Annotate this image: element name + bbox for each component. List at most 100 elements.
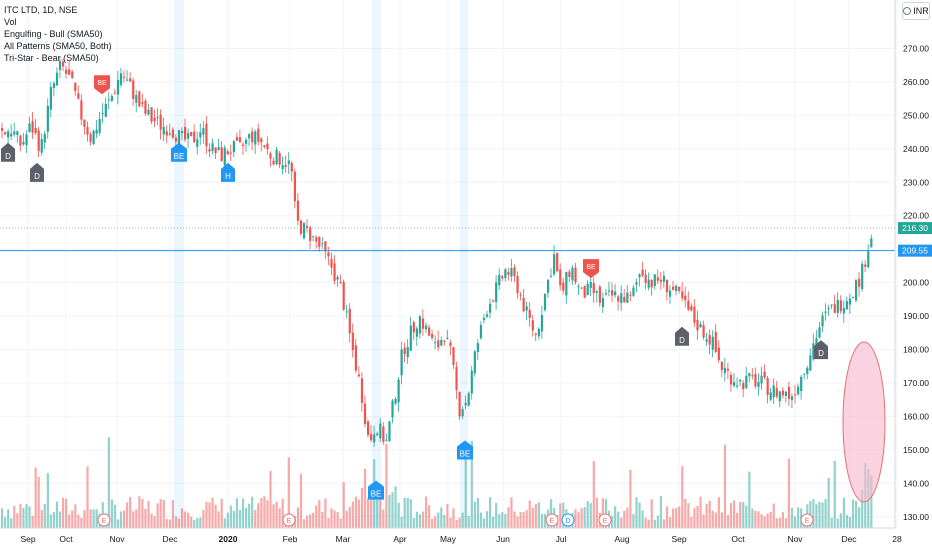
volume-bar <box>623 510 626 528</box>
candle <box>202 128 205 135</box>
candle <box>693 306 696 323</box>
candle <box>260 138 263 143</box>
circle-icon <box>903 7 912 15</box>
candle <box>617 296 620 302</box>
candle <box>342 281 345 310</box>
x-tick-label: Jul <box>556 534 567 544</box>
candle <box>821 315 824 327</box>
volume-bar <box>778 517 781 528</box>
currency-button[interactable]: INR <box>902 2 930 20</box>
candle <box>71 71 74 78</box>
volume-bar <box>617 511 620 528</box>
candle <box>589 281 592 289</box>
candle <box>519 294 522 296</box>
candle <box>80 100 83 120</box>
price-label-text: 209.55 <box>902 246 928 256</box>
volume-bar <box>257 503 260 528</box>
y-tick-label: 270.00 <box>903 43 929 53</box>
candle <box>330 258 333 268</box>
candle <box>403 347 406 355</box>
legend-engulfing[interactable]: Engulfing - Bull (SMA50) <box>4 29 103 39</box>
volume-bar <box>629 470 632 528</box>
pattern-marker: D <box>675 326 689 346</box>
candle <box>302 223 306 239</box>
candle <box>278 152 281 165</box>
volume-bar <box>318 500 321 528</box>
candle <box>98 119 101 133</box>
candle <box>815 338 818 346</box>
candle <box>418 316 422 334</box>
candle <box>653 274 656 287</box>
candle <box>540 314 544 332</box>
candle <box>159 114 162 130</box>
volume-bar <box>202 510 205 528</box>
volume-bar <box>43 503 46 528</box>
volume-bar <box>769 511 772 528</box>
volume-bar <box>132 511 135 528</box>
legend-symbol[interactable]: ITC LTD, 1D, NSE <box>4 5 78 15</box>
candle <box>129 78 132 82</box>
volume-bar <box>19 504 22 528</box>
candle <box>19 135 22 146</box>
volume-bar <box>309 514 312 528</box>
y-tick-label: 240.00 <box>903 144 929 154</box>
volume-bar <box>589 503 592 528</box>
volume-bar <box>842 497 845 528</box>
marker-shape <box>457 440 473 460</box>
candle <box>641 269 644 276</box>
volume-bar <box>126 502 129 528</box>
candle <box>568 271 571 277</box>
candle <box>824 311 827 313</box>
legend-tristar[interactable]: Tri-Star - Bear (SMA50) <box>4 53 99 63</box>
volume-bar <box>818 501 821 528</box>
volume-bar <box>107 437 110 528</box>
candle <box>775 387 778 397</box>
candle <box>199 132 202 138</box>
candle <box>638 274 641 278</box>
candle <box>867 251 870 268</box>
candle <box>833 304 836 313</box>
x-tick-label: Aug <box>614 534 629 544</box>
candle <box>687 300 690 310</box>
marker-shape <box>94 75 110 95</box>
candle <box>168 133 171 135</box>
volume-bar <box>13 505 16 528</box>
volume-bar <box>586 501 589 528</box>
candle <box>467 393 470 406</box>
volume-bar <box>123 510 126 528</box>
volume-bar <box>205 501 208 528</box>
volume-bar <box>184 511 187 528</box>
marker-label: BE <box>586 264 596 271</box>
candle <box>208 149 211 152</box>
x-tick-label: Oct <box>731 534 745 544</box>
volume-bar <box>577 512 580 528</box>
candle <box>714 331 717 352</box>
x-axis: Sep Oct Nov Dec 2020 Feb Mar Apr May Jun Jul Aug Sep… <box>0 527 902 544</box>
candle <box>537 328 540 337</box>
volume-bar <box>165 519 168 528</box>
candle <box>461 409 464 417</box>
event-label: E <box>805 518 810 525</box>
legend-all-patterns[interactable]: All Patterns (SMA50, Both) <box>4 41 112 51</box>
candle <box>135 95 138 103</box>
candle <box>586 283 589 295</box>
candle <box>296 200 300 221</box>
y-tick-label: 160.00 <box>903 411 929 421</box>
y-tick-label: 260.00 <box>903 77 929 87</box>
y-tick-label: 150.00 <box>903 445 929 455</box>
candle <box>101 112 104 115</box>
candle <box>119 73 123 85</box>
candle <box>55 72 59 86</box>
candle <box>187 132 190 139</box>
volume-bar <box>736 512 739 528</box>
candle <box>531 320 534 331</box>
volume-bar <box>196 517 199 528</box>
candle <box>68 69 71 75</box>
candle <box>723 367 727 374</box>
volume-bar <box>89 509 92 528</box>
candle <box>217 147 220 151</box>
legend-vol[interactable]: Vol <box>4 17 17 27</box>
candle <box>598 286 601 303</box>
y-tick-label: 170.00 <box>903 378 929 388</box>
